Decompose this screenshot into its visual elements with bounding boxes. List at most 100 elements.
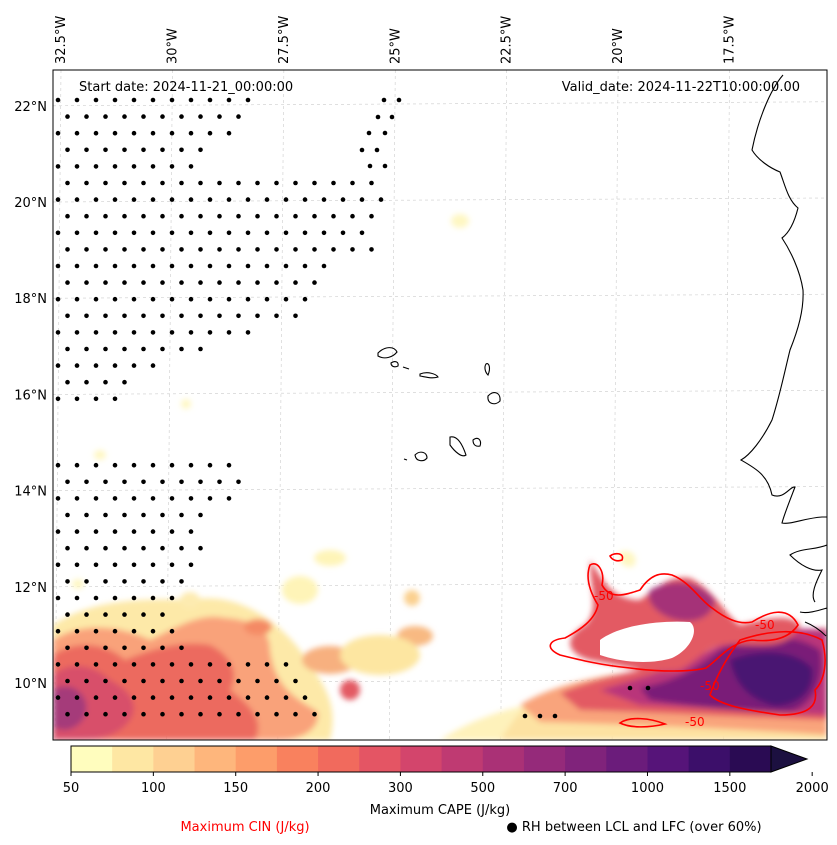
rh-dot: [627, 685, 633, 691]
rh-dot: [198, 711, 203, 717]
rh-dot: [293, 180, 298, 186]
rh-dot: [226, 296, 232, 302]
rh-dot: [55, 263, 61, 269]
colorbar-tick-label-8: 1500: [713, 781, 746, 796]
lat-tick-label-0: 10°N: [14, 677, 47, 692]
rh-dot: [217, 114, 222, 119]
lat-tick-label-1: 12°N: [14, 581, 47, 596]
rh-dot: [169, 330, 175, 335]
rh-dot: [93, 628, 99, 634]
rh-dot: [160, 180, 165, 186]
rh-dot: [55, 197, 61, 202]
rh-dot: [103, 545, 108, 551]
rh-dot: [396, 97, 402, 103]
rh-dot: [188, 562, 194, 568]
rh-dot: [169, 97, 175, 103]
rh-dot: [381, 97, 387, 103]
rh-dot: [283, 230, 289, 236]
colorbar-extend-arrow: [770, 745, 809, 773]
rh-dot: [255, 678, 260, 684]
rh-dot: [65, 512, 70, 518]
rh-dot: [141, 313, 146, 319]
rh-dot: [65, 612, 70, 617]
rh-dot: [112, 662, 118, 667]
rh-dot: [122, 479, 127, 485]
rh-dot: [188, 330, 194, 335]
rh-dot: [84, 247, 89, 252]
rh-dot: [160, 645, 165, 651]
rh-dot: [160, 114, 165, 119]
rh-dot: [131, 562, 137, 568]
rh-dot: [103, 247, 108, 252]
rh-dot: [131, 628, 137, 634]
rh-dot: [169, 462, 175, 468]
start-date-label: Start date: 2024-11-21_00:00:00: [79, 80, 293, 95]
cape-verde-island-boa-vista: [487, 392, 501, 405]
cin-label-4: -50: [685, 715, 705, 729]
rh-dot: [55, 230, 61, 236]
rh-dot: [207, 695, 213, 700]
rh-dot: [84, 114, 89, 119]
rh-dot: [131, 263, 137, 269]
rh-dot: [74, 496, 80, 501]
cin-contour-east-inner: [709, 630, 826, 716]
rh-dot: [84, 213, 89, 219]
rh-dot: [226, 263, 232, 269]
rh-dot: [150, 462, 156, 468]
rh-dot: [65, 645, 70, 651]
longitude-labels: 32.5°W 30°W 27.5°W 25°W 22.5°W 20°W 17.5°W: [54, 16, 738, 64]
rh-dot: [160, 545, 165, 551]
rh-dot: [245, 97, 251, 103]
cin-legend-label: Maximum CIN (J/kg): [180, 820, 309, 835]
rh-dot: [74, 130, 80, 136]
rh-dot: [55, 396, 61, 402]
rh-dot: [382, 163, 388, 169]
rh-dot: [122, 545, 127, 551]
rh-dot: [141, 280, 146, 285]
rh-dot: [169, 595, 175, 601]
rh-dot: [65, 247, 70, 252]
rh-dot: [84, 678, 89, 684]
rh-dot: [141, 579, 146, 584]
rh-dot: [255, 711, 260, 717]
colorbar-segment-4: [235, 746, 278, 772]
rh-dot: [264, 230, 270, 236]
rh-dot: [131, 97, 137, 103]
rh-dot: [245, 296, 251, 302]
rh-dot: [55, 628, 61, 634]
rh-dot: [255, 180, 260, 186]
rh-dot: [112, 197, 118, 202]
cape-verde-island-sao-vicente: [390, 361, 399, 368]
cape-verde-island-santiago: [449, 436, 467, 457]
rh-dot: [198, 479, 203, 485]
rh-dot: [93, 263, 99, 269]
rh-dot: [55, 363, 61, 368]
rh-dot: [293, 247, 298, 252]
rh-dot: [74, 263, 80, 269]
rh-dot: [74, 296, 80, 302]
rh-dot: [150, 164, 156, 169]
lon-gridline-4: [500, 70, 508, 740]
rh-dot: [312, 280, 317, 285]
rh-dot: [131, 496, 137, 501]
rh-dot: [236, 678, 241, 684]
rh-dot: [207, 130, 213, 136]
rh-dot: [160, 579, 165, 584]
rh-dot: [122, 247, 127, 252]
rh-dot: [160, 147, 165, 153]
rh-stippling: [55, 97, 651, 719]
colorbar-tick-label-4: 300: [388, 781, 413, 796]
rh-dot: [131, 662, 137, 667]
rh-dot: [293, 280, 298, 285]
colorbar-segment-14: [647, 746, 690, 772]
rh-dot: [122, 313, 127, 319]
rh-dot: [141, 645, 146, 651]
rh-dot: [74, 164, 80, 169]
rh-dot: [103, 346, 108, 352]
rh-dot: [302, 296, 308, 302]
rh-dot: [207, 263, 213, 269]
rh-dot: [274, 247, 279, 252]
rh-dot: [65, 280, 70, 285]
colorbar-segment-5: [276, 746, 319, 772]
rh-dot: [179, 346, 184, 352]
